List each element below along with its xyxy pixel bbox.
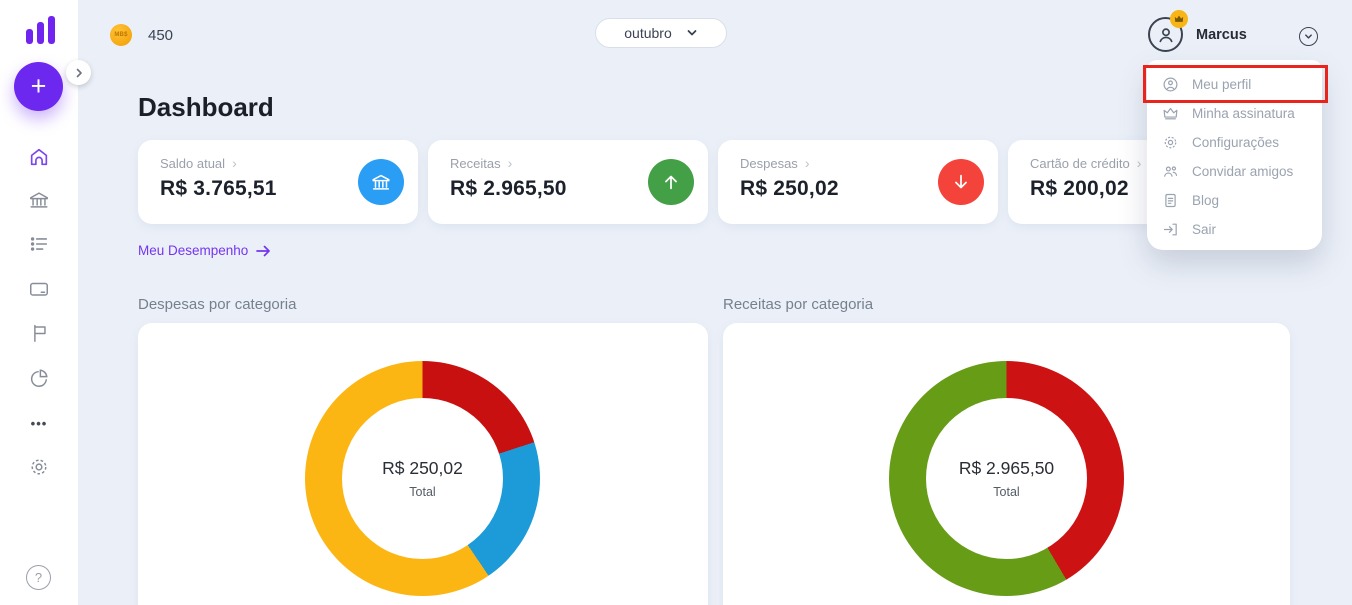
user-dropdown-menu: Meu perfil Minha assinatura Configuraçõe…	[1147, 60, 1322, 250]
month-selector[interactable]: outubro	[595, 18, 727, 48]
help-icon: ?	[34, 570, 43, 585]
person-icon	[1163, 77, 1178, 92]
sidebar-item-accounts[interactable]	[27, 188, 51, 212]
document-icon	[1165, 193, 1176, 208]
user-name: Marcus	[1196, 27, 1247, 43]
sidebar-item-goals[interactable]	[27, 321, 51, 345]
crown-icon	[1174, 15, 1184, 22]
menu-item-invite-friends[interactable]: Convidar amigos	[1147, 157, 1322, 186]
card-value: R$ 2.965,50	[450, 177, 567, 200]
sidebar: + ••• ?	[0, 0, 78, 605]
card-label: Despesas	[740, 155, 798, 171]
mobills-logo-icon	[26, 16, 55, 44]
page-title: Dashboard	[138, 92, 274, 122]
card-value: R$ 250,02	[740, 177, 839, 200]
chevron-right-icon: ›	[232, 155, 237, 171]
bank-icon	[358, 159, 404, 205]
expenses-total-label: Total	[409, 485, 436, 499]
pie-chart-icon	[30, 369, 48, 388]
add-transaction-button[interactable]: +	[14, 62, 63, 111]
menu-item-label: Sair	[1192, 222, 1217, 237]
sidebar-expand-button[interactable]	[66, 60, 91, 85]
expenses-donut-chart: R$ 250,02 Total	[305, 361, 540, 596]
person-icon	[1158, 27, 1173, 42]
list-icon	[30, 237, 48, 251]
card-label: Receitas	[450, 155, 501, 171]
chevron-right-icon: ›	[804, 155, 810, 171]
sidebar-item-reports[interactable]	[27, 366, 51, 390]
people-icon	[1164, 166, 1178, 177]
gear-icon	[1164, 136, 1177, 149]
sidebar-item-more[interactable]: •••	[27, 411, 51, 435]
card-value: R$ 200,02	[1030, 177, 1129, 200]
arrow-down-icon	[938, 159, 984, 205]
sidebar-item-cards[interactable]	[27, 277, 51, 301]
logout-icon	[1163, 223, 1177, 236]
sidebar-item-settings[interactable]	[27, 455, 51, 479]
card-receitas[interactable]: Receitas › R$ 2.965,50	[428, 140, 708, 224]
card-value: R$ 3.765,51	[160, 177, 277, 200]
sidebar-item-transactions[interactable]	[27, 232, 51, 256]
sidebar-item-dashboard[interactable]	[27, 145, 51, 169]
menu-item-label: Configurações	[1192, 135, 1280, 150]
income-total-label: Total	[993, 485, 1020, 499]
income-chart-title: Receitas por categoria	[723, 296, 874, 313]
coin-icon: MB$	[110, 24, 132, 46]
user-avatar[interactable]	[1148, 17, 1183, 52]
menu-item-label: Meu perfil	[1192, 77, 1252, 92]
arrow-up-icon	[648, 159, 694, 205]
crown-icon	[1163, 107, 1178, 120]
menu-item-label: Blog	[1192, 193, 1220, 208]
chevron-down-icon	[687, 30, 697, 36]
chevron-right-icon: ›	[507, 155, 513, 171]
expenses-chart-title: Despesas por categoria	[138, 296, 297, 313]
menu-item-subscription[interactable]: Minha assinatura	[1147, 99, 1322, 128]
coin-count: 450	[148, 26, 174, 44]
expenses-total-value: R$ 250,02	[382, 458, 463, 478]
home-icon	[30, 148, 48, 166]
month-selector-value: outubro	[624, 25, 672, 41]
flag-icon	[34, 324, 46, 342]
more-icon: •••	[30, 415, 48, 431]
card-saldo-atual[interactable]: Saldo atual › R$ 3.765,51	[138, 140, 418, 224]
card-label: Saldo atual	[160, 155, 226, 171]
menu-item-logout[interactable]: Sair	[1147, 215, 1322, 244]
gear-icon	[31, 459, 47, 475]
bank-icon	[30, 192, 48, 208]
performance-link[interactable]: Meu Desempenho	[138, 243, 271, 258]
chevron-right-icon	[76, 68, 82, 77]
income-total-value: R$ 2.965,50	[958, 458, 1055, 478]
menu-item-label: Minha assinatura	[1192, 106, 1295, 121]
credit-card-icon	[30, 282, 48, 296]
help-button[interactable]: ?	[26, 565, 51, 590]
chevron-down-icon	[1305, 34, 1312, 39]
premium-badge	[1170, 10, 1188, 28]
chevron-right-icon: ›	[1136, 155, 1142, 171]
income-donut-chart: R$ 2.965,50 Total	[889, 361, 1124, 596]
card-despesas[interactable]: Despesas › R$ 250,02	[718, 140, 998, 224]
menu-item-my-profile[interactable]: Meu perfil	[1147, 70, 1322, 99]
coin-balance[interactable]: MB$ 450	[110, 24, 173, 46]
card-label: Cartão de crédito	[1030, 155, 1130, 171]
performance-link-label: Meu Desempenho	[138, 243, 249, 258]
menu-item-settings[interactable]: Configurações	[1147, 128, 1322, 157]
menu-item-label: Convidar amigos	[1192, 164, 1294, 179]
menu-item-blog[interactable]: Blog	[1147, 186, 1322, 215]
arrow-right-icon	[256, 245, 271, 256]
user-menu-toggle[interactable]	[1299, 27, 1318, 46]
